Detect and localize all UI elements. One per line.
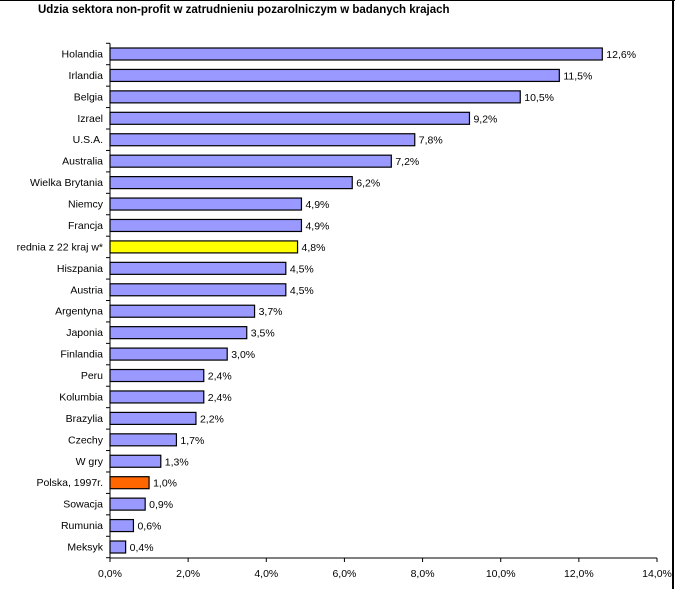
category-label: Irlandia — [69, 70, 104, 82]
frame-border-right — [672, 0, 674, 589]
bar — [109, 47, 603, 61]
bar — [109, 540, 127, 554]
category-label: Belgia — [74, 91, 103, 103]
y-axis — [106, 42, 111, 559]
value-label: 4,9% — [305, 220, 329, 232]
value-label: 1,0% — [153, 478, 177, 490]
value-label: 3,7% — [259, 306, 283, 318]
x-axis: 0,0% 2,0% 4,0% 6,0% 8,0% 10,0% 12,0% 14,0% — [98, 557, 672, 580]
value-label: 2,4% — [208, 371, 232, 383]
value-label: 3,5% — [251, 328, 275, 340]
value-label: 9,2% — [473, 113, 497, 125]
category-label: Czechy — [68, 434, 104, 446]
category-label: Holandia — [62, 49, 104, 61]
category-label: Sowacja — [63, 499, 103, 511]
value-label: 4,5% — [290, 263, 314, 275]
bar — [109, 154, 392, 168]
value-label: 0,9% — [149, 499, 173, 511]
x-tick-label: 8,0% — [411, 568, 435, 580]
bar — [109, 261, 287, 275]
bar — [109, 433, 178, 447]
x-tick-label: 10,0% — [486, 568, 516, 580]
category-label: Wielka Brytania — [30, 177, 103, 189]
value-label: 10,5% — [524, 92, 554, 104]
category-label: Finlandia — [60, 349, 103, 361]
bar — [109, 476, 150, 490]
bar — [109, 111, 471, 125]
value-label: 4,5% — [290, 285, 314, 297]
bar — [109, 368, 205, 383]
category-label: Japonia — [66, 327, 103, 339]
chart-title: Udzia sektora non-profit w zatrudnieniu … — [38, 4, 450, 16]
x-tick-label: 6,0% — [332, 568, 356, 580]
value-label: 2,4% — [208, 392, 232, 404]
bar — [109, 176, 353, 190]
value-label: 1,7% — [180, 435, 204, 447]
value-label: 7,2% — [395, 156, 419, 168]
value-label: 0,6% — [137, 521, 161, 533]
value-label: 7,8% — [419, 135, 443, 147]
bar — [109, 518, 135, 533]
value-label: 11,5% — [563, 70, 592, 82]
category-label: Kolumbia — [59, 391, 103, 403]
value-label: 4,8% — [302, 242, 326, 254]
value-label: 12,6% — [606, 49, 636, 61]
category-label: Peru — [81, 370, 103, 382]
bars — [109, 47, 603, 554]
bar — [109, 390, 205, 404]
category-label: Meksyk — [67, 542, 103, 554]
category-label: Hiszpania — [57, 263, 103, 275]
bar — [109, 197, 303, 211]
x-tick-label: 12,0% — [564, 568, 594, 580]
bar — [109, 133, 416, 147]
x-tick-label: 4,0% — [254, 568, 278, 580]
value-label: 6,2% — [356, 178, 380, 190]
bar — [109, 68, 560, 83]
category-label: Rumunia — [61, 520, 103, 532]
value-label: 1,3% — [165, 456, 189, 468]
value-label: 0,4% — [130, 542, 154, 554]
category-label: Francja — [68, 220, 103, 232]
x-tick-label: 0,0% — [98, 568, 122, 580]
bar — [109, 304, 256, 318]
x-tick-label: 14,0% — [642, 568, 672, 580]
bar — [109, 283, 287, 297]
bar — [109, 454, 162, 468]
category-label: W gry — [76, 456, 104, 468]
category-label: Brazylia — [66, 413, 104, 425]
bar — [109, 90, 521, 104]
category-label: Austria — [70, 284, 103, 296]
value-labels: 12,6% 11,5% 10,5% 9,2% 7,8%7,2% 6,2% 4,9% 4,9% 4… — [130, 49, 636, 554]
category-label: rednia z 22 kraj w* — [17, 241, 103, 253]
value-label: 2,2% — [200, 413, 224, 425]
x-tick-label: 2,0% — [176, 568, 200, 580]
category-labels: Holandia Irlandia Belgia Izrael U.S.A. Austra… — [17, 49, 104, 554]
bar — [109, 347, 228, 361]
bar — [109, 218, 303, 233]
bar — [109, 240, 299, 254]
category-label: Polska, 1997r. — [36, 477, 103, 489]
category-label: Australia — [62, 156, 103, 168]
frame-border-top — [0, 0, 675, 1]
value-label: 4,9% — [305, 199, 329, 211]
category-label: Niemcy — [68, 199, 104, 211]
bar — [109, 497, 146, 511]
category-label: U.S.A. — [73, 134, 103, 146]
category-label: Argentyna — [55, 306, 103, 318]
bar — [109, 326, 248, 340]
value-label: 3,0% — [231, 349, 255, 361]
category-label: Izrael — [77, 113, 103, 125]
bar — [109, 411, 197, 425]
